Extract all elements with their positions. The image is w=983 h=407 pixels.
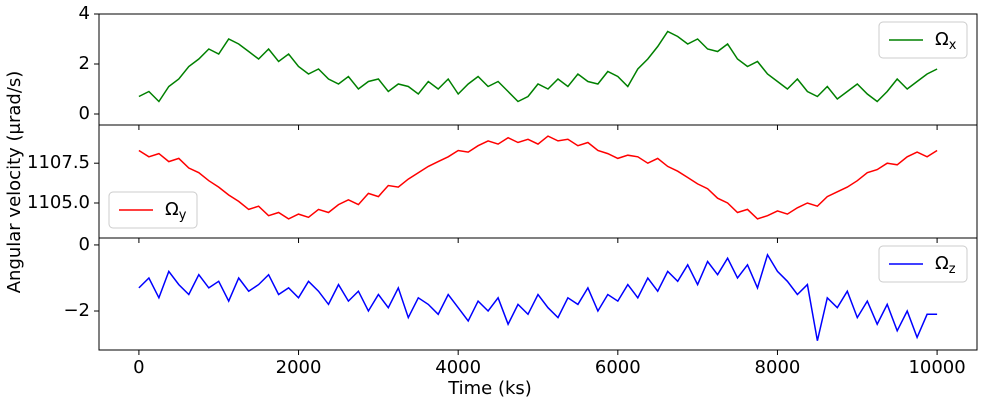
x-axis-label: Time (ks) [447, 378, 532, 399]
axes-frame [98, 237, 978, 351]
x-tick-label: 0 [133, 357, 144, 378]
y-tick-label: 4 [79, 3, 90, 24]
data-line [138, 252, 938, 341]
y-tick-label: 0 [79, 103, 90, 124]
y-tick-label: 2 [79, 53, 90, 74]
legend-label: Ωx [935, 29, 957, 53]
x-tick-label: 4000 [435, 357, 481, 378]
x-tick-label: 2000 [276, 357, 322, 378]
y-tick-label: 1107.5 [27, 152, 90, 173]
data-line [138, 135, 938, 220]
axes-frame [98, 13, 978, 126]
axes-frame [98, 124, 978, 239]
legend-label: Ωz [935, 253, 956, 277]
x-tick-label: 8000 [755, 357, 801, 378]
y-tick-label: 1105.0 [27, 192, 90, 213]
y-axis-label: Angular velocity (μrad/s) [4, 71, 25, 294]
y-tick-label: 0 [79, 234, 90, 255]
data-line [138, 30, 938, 103]
x-tick-label: 10000 [908, 357, 965, 378]
y-tick-label: −2 [63, 300, 90, 321]
x-tick-label: 6000 [595, 357, 641, 378]
legend-label: Ωy [165, 199, 187, 223]
